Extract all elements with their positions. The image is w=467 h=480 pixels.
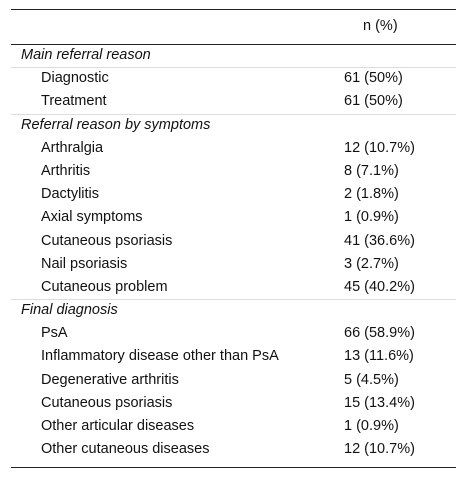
section-header: Final diagnosis <box>11 299 456 322</box>
table-row: Other articular diseases 1 (0.9%) <box>11 415 456 438</box>
table-body: Main referral reason Diagnostic 61 (50%)… <box>11 44 456 461</box>
row-label: Axial symptoms <box>41 209 143 226</box>
row-label: Arthritis <box>41 162 91 179</box>
table-top-rule <box>11 9 456 10</box>
row-label: PsA <box>41 325 68 342</box>
column-header: n (%) <box>363 18 398 34</box>
row-label: Arthralgia <box>41 139 104 156</box>
table-row: PsA 66 (58.9%) <box>11 322 456 345</box>
table-row: Dactylitis 2 (1.8%) <box>11 183 456 206</box>
row-value: 3 (2.7%) <box>344 255 399 272</box>
table-row: Cutaneous problem 45 (40.2%) <box>11 276 456 299</box>
table-row: Diagnostic 61 (50%) <box>11 67 456 90</box>
row-value: 41 (36.6%) <box>344 232 415 249</box>
row-value: 13 (11.6%) <box>344 348 414 365</box>
row-value: 1 (0.9%) <box>344 418 399 434</box>
table-row: Other cutaneous diseases 12 (10.7%) <box>11 438 456 461</box>
table-bottom-rule <box>11 467 456 468</box>
row-value: 66 (58.9%) <box>344 325 415 342</box>
row-label: Other cutaneous diseases <box>41 441 210 458</box>
section-header: Main referral reason <box>11 44 456 67</box>
row-divider <box>11 67 456 69</box>
row-value: 1 (0.9%) <box>344 209 399 226</box>
row-value: 2 (1.8%) <box>344 186 399 203</box>
row-value: 12 (10.7%) <box>344 139 415 156</box>
row-value: 15 (13.4%) <box>344 394 415 411</box>
row-label: Degenerative arthritis <box>41 371 179 388</box>
section-title: Referral reason by symptoms <box>21 116 211 133</box>
section-title: Main referral reason <box>21 47 151 63</box>
section-title: Final diagnosis <box>21 302 118 319</box>
row-label: Cutaneous psoriasis <box>41 232 173 249</box>
row-label: Diagnostic <box>41 70 109 87</box>
row-label: Other articular diseases <box>41 418 195 434</box>
row-label: Cutaneous psoriasis <box>41 394 173 411</box>
header-rule <box>11 44 456 45</box>
table-row: Axial symptoms 1 (0.9%) <box>11 206 456 229</box>
row-label: Dactylitis <box>41 186 100 203</box>
table-row: Arthritis 8 (7.1%) <box>11 160 456 183</box>
table-row: Degenerative arthritis 5 (4.5%) <box>11 369 456 392</box>
row-label: Nail psoriasis <box>41 255 128 272</box>
table-row: Inflammatory disease other than PsA 13 (… <box>11 345 456 368</box>
row-value: 61 (50%) <box>344 70 403 87</box>
row-label: Cutaneous problem <box>41 278 168 295</box>
row-value: 8 (7.1%) <box>344 162 399 179</box>
section-divider <box>11 113 456 115</box>
row-value: 61 (50%) <box>344 93 403 110</box>
table-row: Cutaneous psoriasis 15 (13.4%) <box>11 392 456 415</box>
row-value: 5 (4.5%) <box>344 371 399 388</box>
row-label: Treatment <box>41 93 107 110</box>
row-value: 12 (10.7%) <box>344 441 415 458</box>
table-row: Treatment 61 (50%) <box>11 90 456 113</box>
section-header: Referral reason by symptoms <box>11 114 456 137</box>
row-value: 45 (40.2%) <box>344 278 415 295</box>
table-row: Cutaneous psoriasis 41 (36.6%) <box>11 230 456 253</box>
row-label: Inflammatory disease other than PsA <box>41 348 279 365</box>
table-row: Arthralgia 12 (10.7%) <box>11 137 456 160</box>
section-divider <box>11 299 456 301</box>
table-row: Nail psoriasis 3 (2.7%) <box>11 253 456 276</box>
